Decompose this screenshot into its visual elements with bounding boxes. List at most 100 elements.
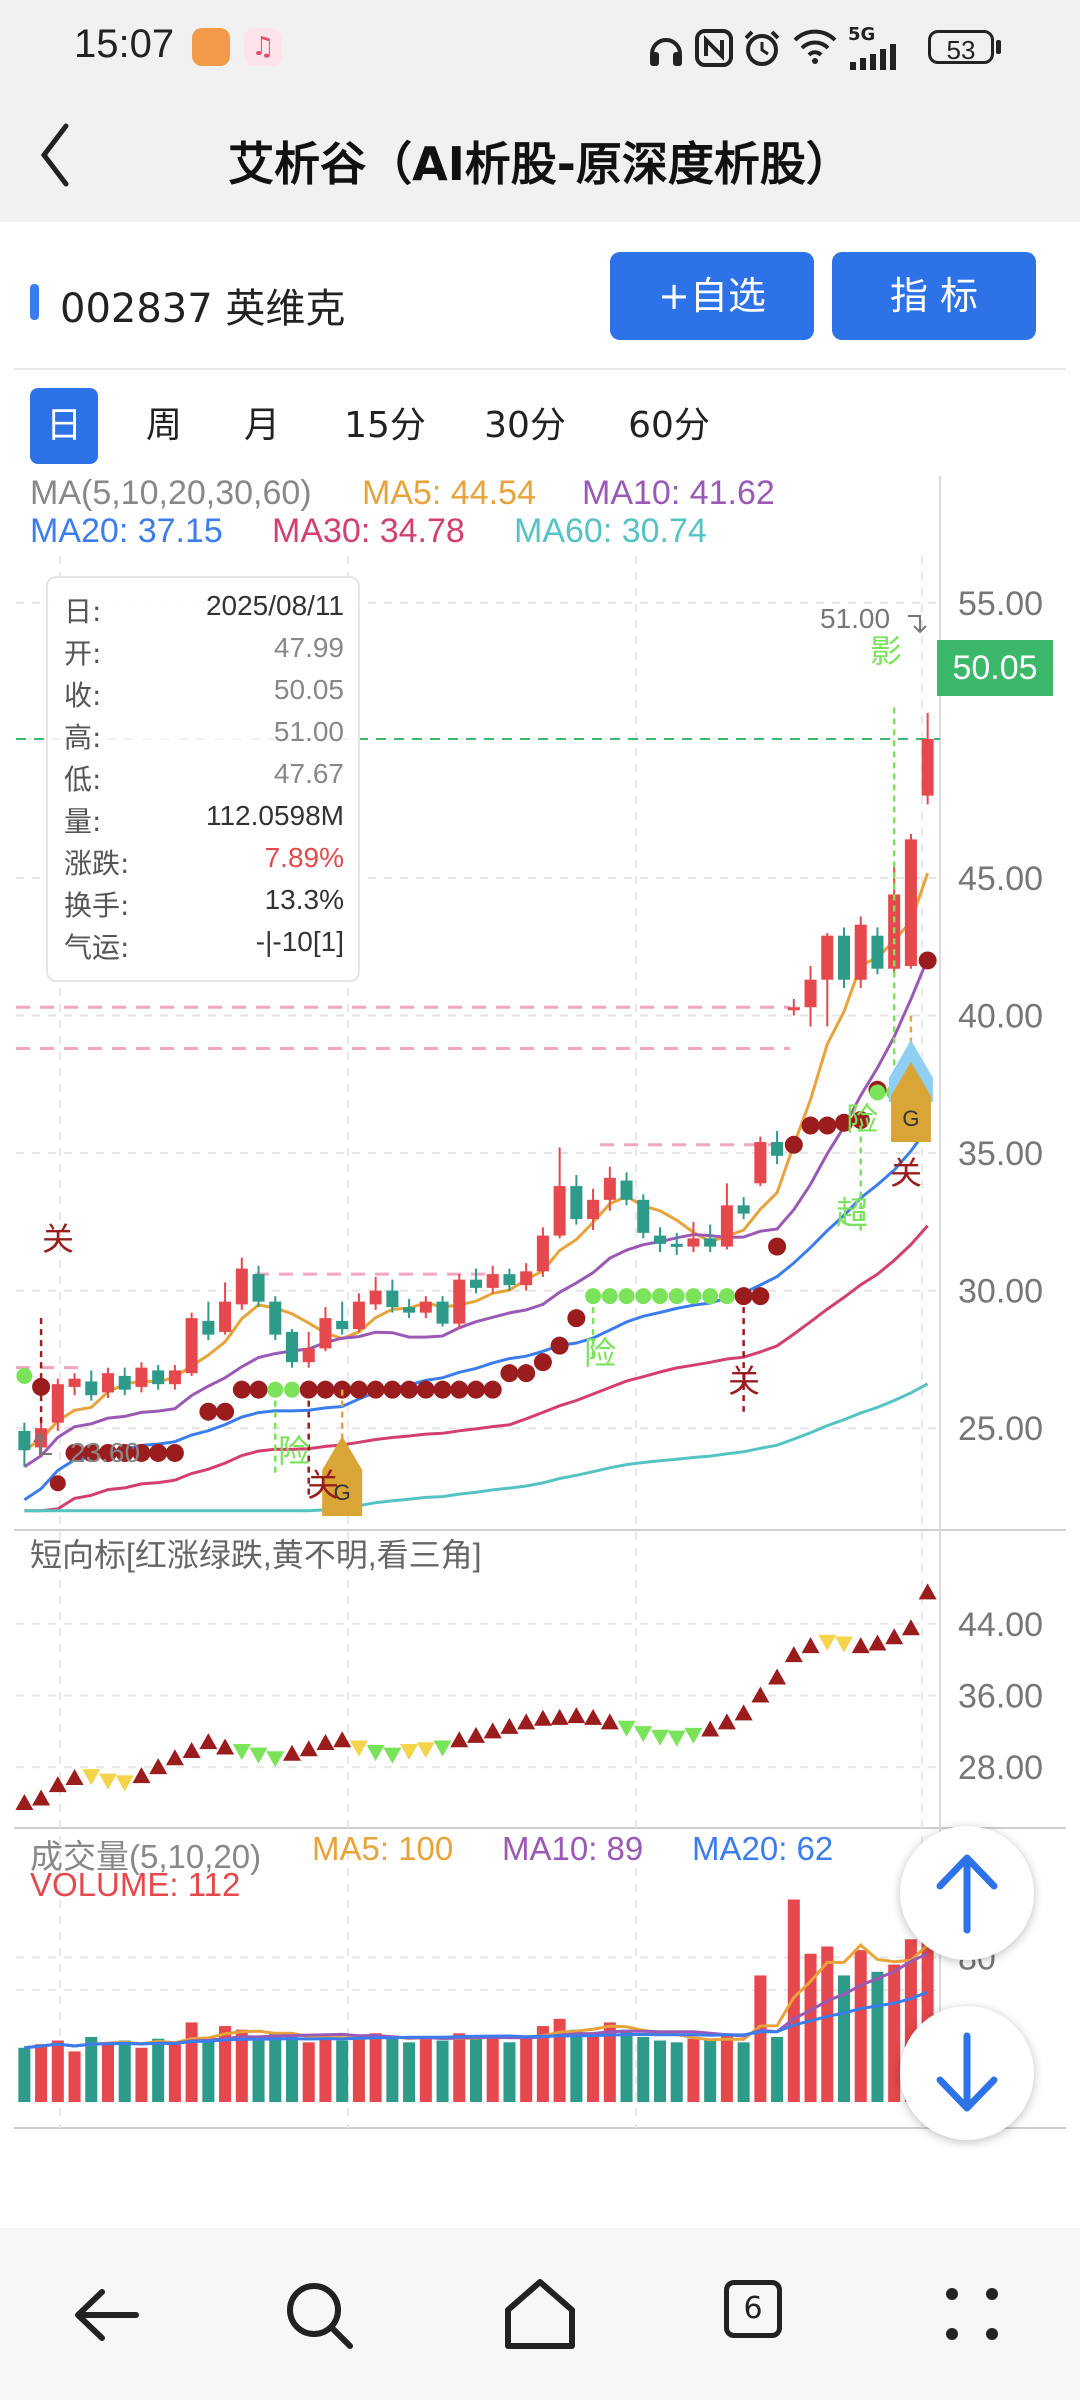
info-row-open: 开: 47.99 [64, 632, 344, 670]
price-tick-label: 40.00 [958, 997, 1043, 1035]
volume-bar [653, 2040, 667, 2102]
signal-dot-green [718, 1288, 735, 1305]
nav-back-icon[interactable] [70, 2280, 150, 2350]
signal-dot [149, 1443, 168, 1462]
g-signal-badge: G [322, 1436, 363, 1516]
tab-week[interactable]: 周 [145, 405, 182, 446]
candle-body [821, 935, 834, 980]
short-signal-triangle [15, 1794, 34, 1811]
signal-dot [349, 1380, 368, 1399]
tab-60min[interactable]: 60分 [628, 405, 710, 446]
signal-marker-guan: 关 [890, 1155, 922, 1191]
short-signal-triangle [751, 1686, 770, 1703]
signal-dot [216, 1402, 235, 1421]
signal-marker-xian: 险 [278, 1433, 310, 1469]
candle-body [637, 1199, 650, 1233]
volume-bar [118, 2040, 131, 2102]
candle-body [553, 1186, 566, 1236]
short-signal-triangle [500, 1717, 519, 1734]
candle-body [369, 1290, 382, 1305]
volume-bar [336, 2040, 349, 2102]
short-signal-triangle [349, 1740, 368, 1757]
volume-bar [302, 2042, 315, 2102]
stock-chart[interactable]: 55.0045.0040.0035.0030.0025.00GG关险关险关超险关… [0, 470, 1080, 2150]
volume-bar [436, 2040, 449, 2102]
nav-home-icon[interactable] [500, 2276, 580, 2352]
signal-dot [483, 1380, 502, 1399]
short-signal-triangle [851, 1637, 870, 1654]
status-time: 15:07 [74, 22, 175, 66]
short-signal-triangle [165, 1749, 184, 1766]
price-tick-label: 35.00 [958, 1135, 1043, 1173]
signal-dot-green [16, 1367, 33, 1384]
short-tick-label: 28.00 [958, 1749, 1043, 1787]
volume-bar [888, 1964, 901, 2102]
short-signal-triangle [617, 1720, 636, 1737]
candle-body [453, 1279, 466, 1324]
candle-body [302, 1348, 315, 1363]
candle-body [269, 1301, 282, 1335]
scroll-down-button[interactable] [900, 2006, 1034, 2140]
headphones-icon [650, 38, 682, 66]
signal-dot [232, 1380, 251, 1399]
candle-body [336, 1320, 349, 1330]
signal-icon [850, 44, 896, 70]
signal-dot-green [618, 1288, 635, 1305]
signal-dot [467, 1380, 485, 1399]
candle-body [386, 1290, 399, 1308]
info-row-volume: 量: 112.0598M [64, 800, 344, 838]
signal-dot [851, 1111, 870, 1130]
ma-legend-title: MA(5,10,20,30,60) [30, 474, 312, 512]
price-tick-label: 55.00 [958, 585, 1043, 623]
signal-dot [316, 1380, 335, 1399]
signal-dot [768, 1237, 787, 1256]
candle-body [152, 1370, 165, 1385]
volume-bar [403, 2042, 416, 2102]
high-price-label: 51.00 [820, 603, 890, 634]
short-signal-triangle [801, 1637, 820, 1654]
tab-month[interactable]: 月 [243, 405, 280, 446]
volume-bar [871, 1971, 884, 2102]
tab-15min[interactable]: 15分 [344, 405, 426, 446]
price-tick-label: 25.00 [958, 1410, 1043, 1448]
system-nav-bar: 6 [0, 2228, 1080, 2400]
nav-more-icon[interactable] [940, 2282, 1004, 2346]
signal-dot-green [869, 1084, 886, 1101]
nav-search-icon[interactable] [282, 2278, 358, 2354]
candle-body [737, 1205, 750, 1214]
page-title: 艾析谷（AI析股-原深度析股） [228, 137, 852, 191]
volume-bar [285, 2036, 299, 2102]
candle-body [469, 1279, 483, 1288]
nav-tabs-count-icon[interactable]: 6 [724, 2280, 782, 2338]
candle-body [603, 1177, 616, 1200]
short-signal-triangle [918, 1583, 937, 1600]
signal-dot [400, 1380, 419, 1399]
tab-day[interactable]: 日 [30, 388, 98, 464]
candle-body [720, 1205, 733, 1247]
volume-bar [704, 2040, 717, 2102]
volume-bar [168, 2044, 181, 2102]
signal-dot [199, 1402, 218, 1421]
short-signal-triangle [416, 1742, 435, 1759]
add-watchlist-button[interactable]: +自选 [610, 252, 814, 340]
short-signal-triangle [768, 1668, 787, 1685]
indicator-button[interactable]: 指 标 [832, 252, 1036, 340]
info-row-close: 收: 50.05 [64, 674, 344, 712]
signal-dot [918, 951, 937, 970]
back-button[interactable] [36, 120, 76, 190]
short-signal-triangle [517, 1713, 536, 1730]
volume-bar [101, 2042, 115, 2102]
candle-body [536, 1235, 549, 1272]
volume-bar [503, 2042, 516, 2102]
volume-bar [720, 2033, 733, 2102]
scroll-up-button[interactable] [900, 1826, 1034, 1960]
low-price-label: 23.60 [70, 1437, 140, 1468]
candle-body [202, 1320, 215, 1335]
info-row-luck: 气运: -|-10[1] [64, 926, 344, 964]
divider [14, 368, 1066, 370]
short-signal-triangle [366, 1744, 385, 1761]
signal-dot [835, 1113, 853, 1132]
signal-dot-green [601, 1288, 618, 1305]
tab-30min[interactable]: 30分 [484, 405, 566, 446]
signal-dot [99, 1443, 117, 1462]
